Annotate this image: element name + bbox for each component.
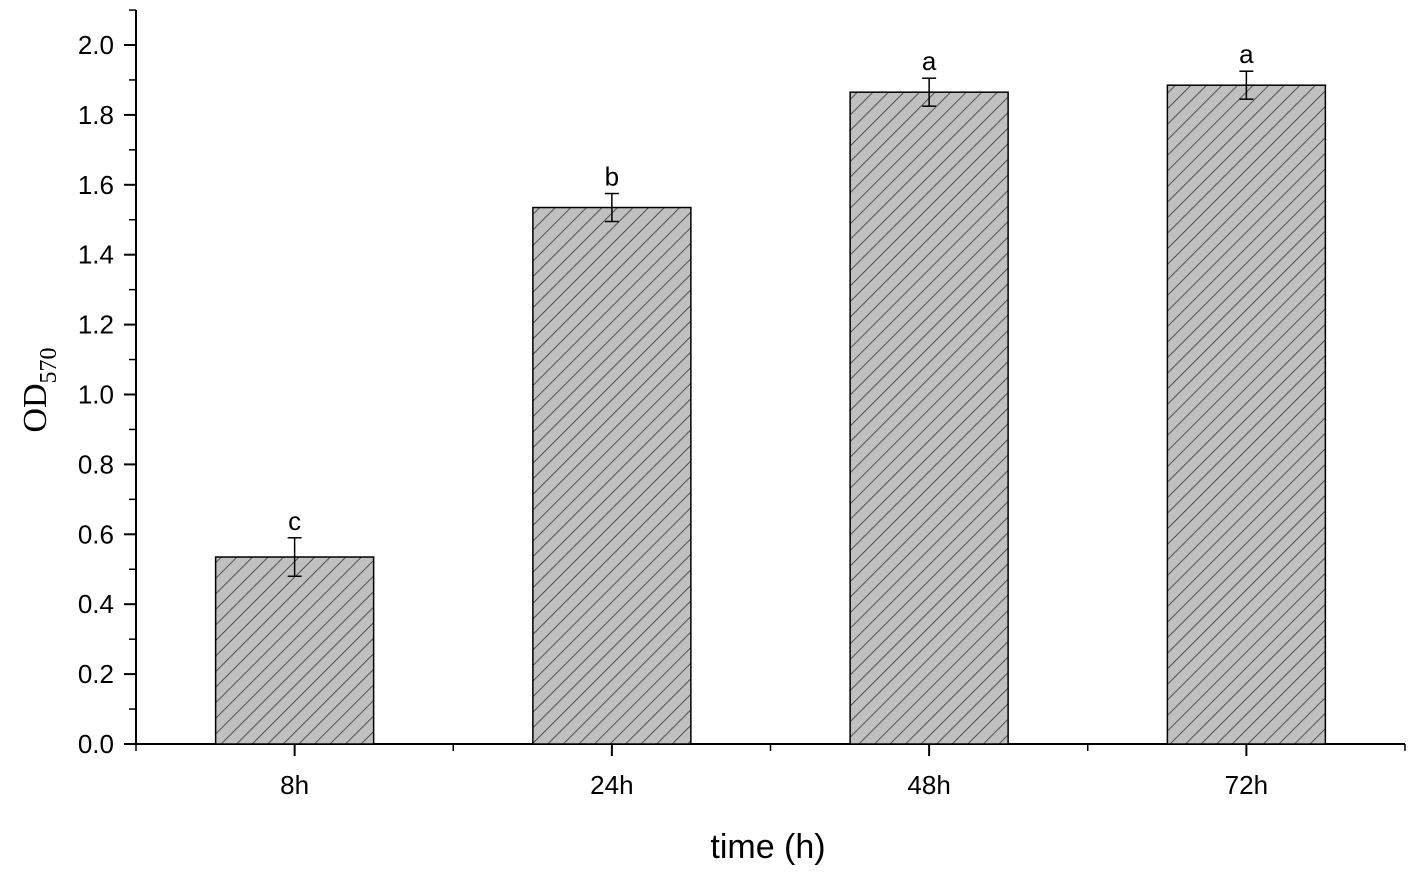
significance-label: c — [288, 506, 301, 536]
y-tick-label: 2.0 — [78, 30, 114, 60]
x-ticks: 8h 24h 48h 72h — [135, 744, 1406, 800]
y-tick-label: 1.0 — [78, 380, 114, 410]
error-bars — [287, 70, 1254, 577]
x-tick-label: 48h — [907, 770, 950, 800]
error-bar-24h — [604, 192, 619, 223]
error-bar-8h — [287, 537, 302, 577]
y-tick-label: 0.4 — [78, 589, 114, 619]
significance-label: b — [605, 162, 619, 192]
y-tick-label: 1.2 — [78, 310, 114, 340]
y-tick-label: 0.0 — [78, 729, 114, 759]
x-tick-label: 8h — [280, 770, 309, 800]
bar-8h — [214, 556, 375, 745]
y-tick-label: 0.8 — [78, 449, 114, 479]
bar-24h — [532, 206, 692, 745]
y-tick-label: 1.6 — [78, 170, 114, 200]
significance-label: a — [1239, 39, 1254, 69]
significance-label: a — [922, 46, 937, 76]
bar-72h — [1166, 84, 1327, 745]
x-axis-title: time (h) — [710, 828, 825, 866]
x-tick-label: 24h — [590, 770, 633, 800]
error-bar-72h — [1239, 70, 1254, 100]
y-tick-label: 1.4 — [78, 240, 114, 270]
y-tick-label: 1.8 — [78, 100, 114, 130]
y-axis-title-main: OD — [17, 383, 54, 432]
bars — [214, 84, 1327, 745]
error-bar-48h — [922, 77, 937, 107]
y-ticks: 0.0 0.2 0.4 0.6 0.8 1.0 1.2 1.4 1.6 1.8 2.0 — [78, 9, 136, 759]
bar-48h — [849, 91, 1009, 745]
y-axis-title-subscript: 570 — [36, 347, 62, 383]
y-tick-label: 0.2 — [78, 659, 114, 689]
y-tick-label: 0.6 — [78, 519, 114, 549]
y-axis-title: OD570 — [17, 347, 62, 432]
significance-labels: c b a a — [288, 39, 1254, 536]
x-tick-label: 72h — [1225, 770, 1268, 800]
